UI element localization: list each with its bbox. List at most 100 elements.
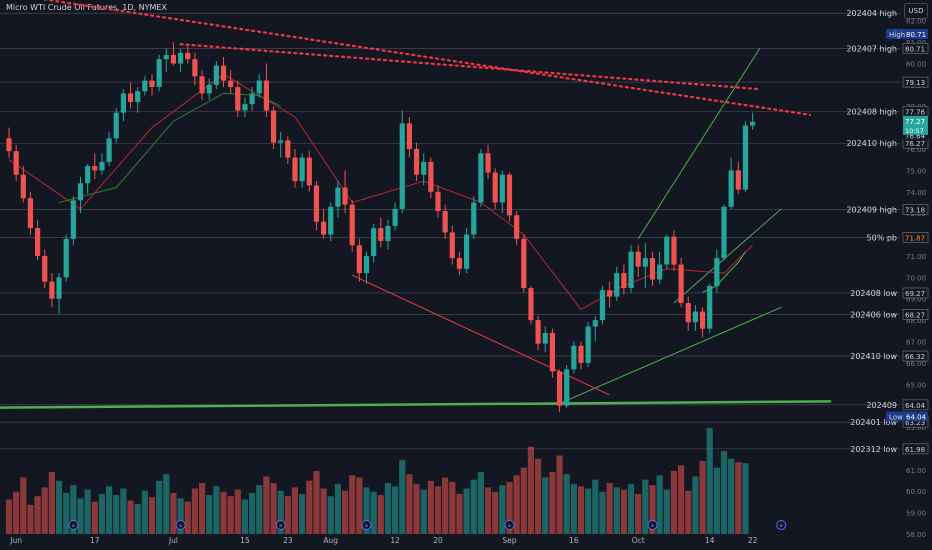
candle-body xyxy=(20,174,26,199)
level-value-tag xyxy=(902,204,929,215)
candle-body xyxy=(614,273,620,297)
volume-bar xyxy=(527,446,535,534)
volume-bar xyxy=(663,489,670,534)
level-value: 73.18 xyxy=(905,206,925,214)
candle-body xyxy=(642,258,648,267)
volume-bar xyxy=(256,485,263,534)
volume-bar xyxy=(163,474,170,534)
volume-bar xyxy=(177,498,184,534)
candle-body xyxy=(163,54,169,60)
candle-body xyxy=(242,104,248,111)
candle-body xyxy=(13,151,19,175)
event-marker-glyph: » xyxy=(779,523,783,530)
badge-label: Low xyxy=(889,413,903,421)
symbol-title[interactable]: Micro WTI Crude Oil Futures, 1D, NYMEX xyxy=(6,3,167,12)
volume-bar xyxy=(91,501,98,534)
volume-bar xyxy=(134,503,141,534)
volume-bar xyxy=(277,490,284,534)
volume-bar xyxy=(678,465,685,534)
candle-body xyxy=(664,236,670,265)
volume-bar xyxy=(556,455,563,534)
badge-bg xyxy=(886,411,928,422)
badge-bg xyxy=(886,28,928,39)
level-value: 69.27 xyxy=(905,290,925,298)
candle-body xyxy=(649,258,656,280)
volume-bar xyxy=(241,499,249,534)
volume-bar xyxy=(148,497,156,534)
price-tick-label: 61.00 xyxy=(906,467,926,475)
candle-body xyxy=(413,149,420,175)
volume-bar xyxy=(484,487,492,534)
volume-bar xyxy=(577,486,585,534)
volume-bar xyxy=(127,500,134,534)
volume-bar xyxy=(599,491,606,534)
badge-label: High xyxy=(889,31,905,39)
candle-body xyxy=(428,161,434,192)
event-marker-glyph: » xyxy=(72,523,76,530)
volume-bar xyxy=(506,481,513,534)
date-tick-label: Sep xyxy=(502,536,516,545)
candle-body xyxy=(578,345,584,363)
event-marker-glyph: » xyxy=(365,523,369,530)
level-label: 202406 low xyxy=(850,310,897,319)
candle-body xyxy=(256,80,262,94)
candle-body xyxy=(206,84,212,94)
level-label: 202410 low xyxy=(850,352,897,361)
candle-body xyxy=(657,264,663,280)
volume-bar xyxy=(377,495,384,534)
volume-bar xyxy=(370,491,377,534)
candle-body xyxy=(335,187,341,207)
volume-bar xyxy=(27,505,34,534)
volume-bar xyxy=(656,475,663,534)
volume-bar xyxy=(713,467,720,534)
volume-bar xyxy=(113,495,120,534)
level-value-tag xyxy=(902,443,929,455)
level-label: 202408 low xyxy=(850,289,897,298)
volume-bar xyxy=(320,488,327,534)
candle-body xyxy=(363,255,370,274)
volume-bar xyxy=(284,496,291,534)
volume-bar xyxy=(642,479,649,534)
volume-bar xyxy=(685,490,692,534)
volume-bar xyxy=(84,489,91,534)
candle-body xyxy=(356,245,362,274)
level-value-tag xyxy=(902,350,929,362)
volume-bar xyxy=(720,451,728,534)
candle-body xyxy=(692,311,698,323)
candle-body xyxy=(542,332,548,344)
volume-bar xyxy=(399,459,406,534)
volume-bar xyxy=(463,488,470,534)
volume-bar xyxy=(191,488,198,534)
last-price-value: 77.27 xyxy=(905,118,925,126)
candle-body xyxy=(142,80,148,92)
level-value: 76.27 xyxy=(905,140,925,148)
candle-body xyxy=(27,198,34,229)
candle-body xyxy=(192,59,198,77)
candle-body xyxy=(170,54,177,64)
candle-body xyxy=(313,185,320,222)
candle-body xyxy=(499,174,505,203)
candle-body xyxy=(49,281,55,299)
event-marker-glyph: » xyxy=(279,523,283,530)
candle-body xyxy=(742,125,749,190)
volume-bar xyxy=(299,494,306,534)
price-tick-label: 68.00 xyxy=(906,317,926,325)
candle-body xyxy=(178,52,184,64)
currency-button[interactable]: USD xyxy=(904,3,928,19)
candle-body xyxy=(85,166,91,184)
price-tick-label: 74.00 xyxy=(906,189,926,197)
price-tick-label: 82.00 xyxy=(906,18,926,26)
event-marker-glyph: » xyxy=(651,523,655,530)
trendline xyxy=(637,48,761,240)
last-price-tag xyxy=(903,115,928,135)
volume-bar xyxy=(334,484,341,534)
candle-body xyxy=(678,264,684,304)
volume-bar xyxy=(592,479,599,534)
candle-body xyxy=(156,59,162,87)
candle-body xyxy=(321,221,327,235)
candle-body xyxy=(270,110,277,143)
candle-body xyxy=(485,153,491,173)
volume-bar xyxy=(63,492,70,534)
candle-body xyxy=(721,206,727,259)
